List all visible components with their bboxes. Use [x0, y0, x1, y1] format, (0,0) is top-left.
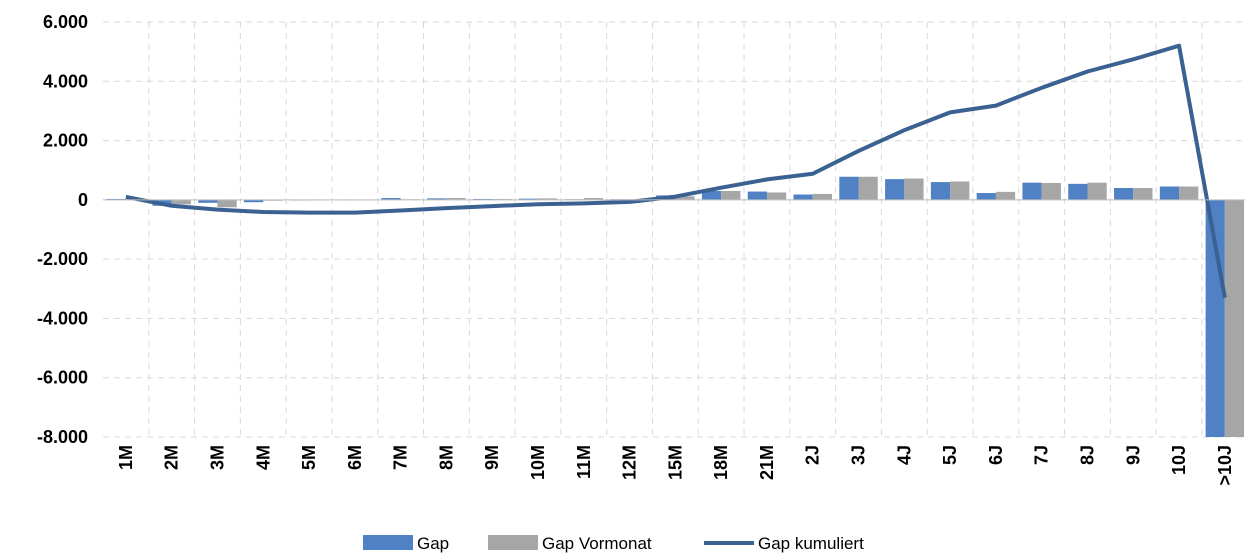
- bar: [1133, 188, 1153, 200]
- bar: [198, 199, 218, 203]
- bar: [793, 194, 813, 200]
- bar: [1087, 182, 1107, 200]
- bar: [1022, 182, 1042, 200]
- x-tick-label: 7J: [1032, 445, 1052, 465]
- x-tick-label: 6M: [345, 445, 365, 470]
- x-tick-label: 12M: [620, 445, 640, 480]
- legend-swatch: [488, 535, 538, 550]
- bar: [1159, 186, 1180, 200]
- x-tick-label: 21M: [757, 445, 777, 480]
- bar: [1224, 199, 1245, 437]
- bar: [1114, 188, 1134, 200]
- bar: [538, 198, 558, 200]
- bar: [217, 199, 237, 208]
- x-tick-label: 5J: [940, 445, 960, 465]
- x-tick-label: 6J: [986, 445, 1006, 465]
- bar: [427, 198, 447, 200]
- x-tick-label: 3J: [849, 445, 869, 465]
- bar: [1179, 186, 1199, 200]
- x-tick-label: 2J: [803, 445, 823, 465]
- x-tick-label: 7M: [391, 445, 411, 470]
- bar: [950, 181, 970, 200]
- bar: [747, 191, 767, 200]
- x-tick-label: 1M: [116, 445, 136, 470]
- bar: [839, 176, 859, 200]
- bar: [244, 199, 264, 203]
- bar: [1068, 183, 1088, 200]
- y-tick-label: 6.000: [43, 12, 88, 32]
- x-tick-label: >10J: [1215, 445, 1235, 486]
- bar: [812, 193, 832, 200]
- legend-label: Gap: [417, 534, 449, 553]
- bar: [1041, 182, 1061, 200]
- bar: [446, 198, 466, 200]
- x-tick-label: 5M: [299, 445, 319, 470]
- plot: [106, 43, 1245, 437]
- y-tick-label: -2.000: [37, 249, 88, 269]
- x-tick-label: 3M: [207, 445, 227, 470]
- bar: [701, 190, 722, 200]
- y-tick-label: -4.000: [37, 308, 88, 328]
- x-tick-label: 2M: [162, 445, 182, 470]
- bar: [904, 178, 924, 200]
- y-tick-label: 0: [78, 190, 88, 210]
- x-tick-label: 8M: [436, 445, 456, 470]
- y-tick-label: 2.000: [43, 131, 88, 151]
- bar: [583, 198, 604, 200]
- bar: [1205, 199, 1225, 437]
- bar: [858, 176, 878, 200]
- x-tick-label: 15M: [665, 445, 685, 480]
- line: [125, 43, 1227, 299]
- x-tick-label: 4J: [894, 445, 914, 465]
- y-tick-label: -6.000: [37, 368, 88, 388]
- bar: [885, 179, 905, 200]
- legend-swatch: [363, 535, 413, 550]
- x-tick-label: 8J: [1077, 445, 1097, 465]
- bar: [995, 191, 1016, 200]
- x-tick-label: 9M: [482, 445, 502, 470]
- bar: [675, 196, 695, 200]
- x-tick-label: 18M: [711, 445, 731, 480]
- bar: [171, 199, 191, 205]
- bar: [381, 198, 401, 200]
- x-tick-label: 9J: [1123, 445, 1143, 465]
- x-tick-label: 4M: [253, 445, 273, 470]
- bar: [766, 192, 787, 200]
- x-tick-label: 11M: [574, 445, 594, 479]
- bar: [518, 198, 539, 200]
- bar: [930, 182, 951, 200]
- y-tick-label: -8.000: [37, 427, 88, 447]
- bar: [976, 193, 996, 200]
- bar: [721, 190, 741, 200]
- x-tick-label: 10M: [528, 445, 548, 480]
- legend-label: Gap Vormonat: [542, 534, 652, 553]
- legend-label: Gap kumuliert: [758, 534, 864, 553]
- y-tick-label: 4.000: [43, 71, 88, 91]
- x-tick-label: 10J: [1169, 445, 1189, 475]
